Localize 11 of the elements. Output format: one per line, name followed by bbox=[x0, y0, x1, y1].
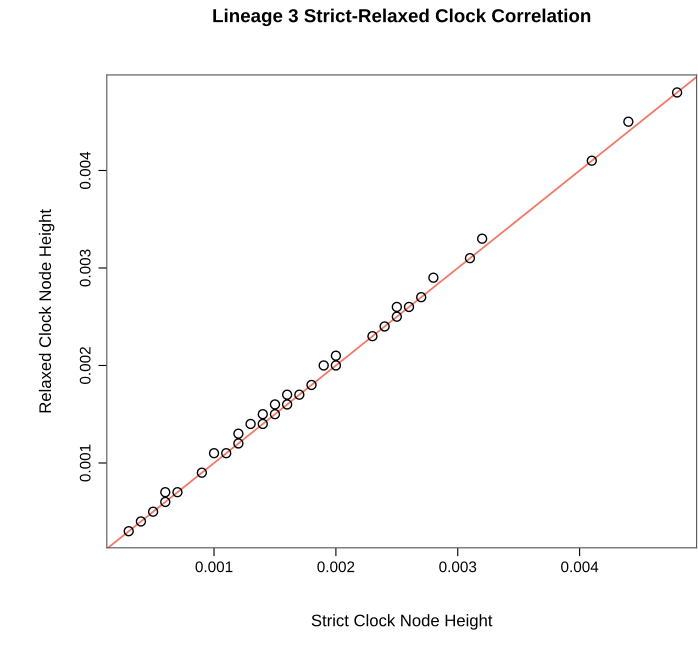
x-tick-label: 0.002 bbox=[317, 561, 354, 572]
y-tick-label: 0.002 bbox=[80, 347, 91, 384]
y-axis-title: Relaxed Clock Node Height bbox=[38, 209, 54, 412]
y-tick-label: 0.001 bbox=[80, 444, 91, 482]
y-tick-label: 0.004 bbox=[80, 152, 91, 190]
x-tick-label: 0.004 bbox=[561, 561, 598, 572]
x-tick-label: 0.001 bbox=[196, 561, 232, 572]
y-tick-label: 0.003 bbox=[80, 250, 91, 286]
x-tick-label: 0.003 bbox=[439, 561, 476, 572]
x-axis-title: Strict Clock Node Height bbox=[312, 614, 492, 630]
chart-title: Lineage 3 Strict-Relaxed Clock Correlation bbox=[213, 8, 590, 26]
